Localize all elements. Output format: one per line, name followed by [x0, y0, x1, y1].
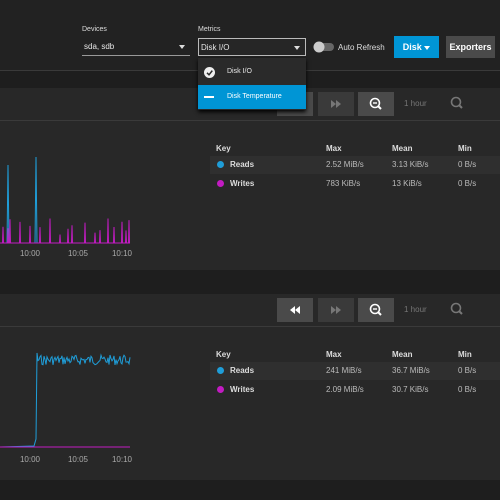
legend-cell: 0 B/s	[458, 385, 477, 394]
auto-refresh-label: Auto Refresh	[338, 43, 385, 52]
legend-header: Key	[216, 144, 231, 153]
devices-label: Devices	[82, 26, 107, 33]
legend-cell: Writes	[230, 179, 255, 188]
legend-cell: 0 B/s	[458, 179, 477, 188]
time-range: 1 hour	[404, 305, 427, 314]
legend-header: Mean	[392, 144, 413, 153]
panel-header	[0, 88, 500, 121]
legend-header: Key	[216, 350, 231, 359]
zoom-out-button[interactable]	[358, 92, 394, 116]
panel	[0, 88, 500, 270]
menu-item[interactable]: Disk I/O	[198, 60, 306, 84]
trace	[0, 352, 131, 448]
legend-cell: 241 MiB/s	[326, 366, 362, 375]
legend-cell: Reads	[230, 160, 255, 169]
x-tick-label: 10:00	[19, 249, 41, 258]
legend-cell: 3.13 KiB/s	[392, 160, 429, 169]
metrics-value: Disk I/O	[201, 43, 230, 52]
legend-dot	[217, 161, 224, 168]
x-tick-label: 10:10	[111, 249, 133, 258]
back-button[interactable]	[277, 298, 313, 322]
toggle[interactable]	[313, 41, 335, 53]
legend-row	[210, 156, 500, 174]
legend-dot	[217, 180, 224, 187]
disk-button[interactable]: Disk	[394, 36, 439, 58]
x-tick-label: 10:00	[19, 455, 41, 464]
panel	[0, 294, 500, 480]
graph	[0, 156, 130, 244]
legend-header: Min	[458, 144, 472, 153]
zoom-out-button[interactable]	[358, 298, 394, 322]
legend-cell: 783 KiB/s	[326, 179, 361, 188]
legend-cell: 36.7 MiB/s	[392, 366, 430, 375]
devices-select[interactable]: sda, sdb	[82, 38, 190, 56]
legend-header: Max	[326, 144, 342, 153]
legend-row	[210, 362, 500, 380]
legend-cell: Reads	[230, 366, 255, 375]
devices-value: sda, sdb	[84, 42, 115, 51]
caret	[424, 46, 431, 50]
metrics-menu: Disk I/O Disk Temperature	[198, 58, 306, 110]
legend-cell: 0 B/s	[458, 366, 477, 375]
menu-item-label: Disk I/O	[227, 68, 252, 75]
forward-button[interactable]	[318, 298, 354, 322]
legend-cell: 0 B/s	[458, 160, 477, 169]
graph	[0, 352, 131, 448]
legend-cell: 2.09 MiB/s	[326, 385, 364, 394]
dash-icon	[204, 96, 214, 98]
legend-cell: Writes	[230, 385, 255, 394]
legend-dot	[217, 367, 224, 374]
legend-cell: 30.7 KiB/s	[392, 385, 429, 394]
time-range: 1 hour	[404, 99, 427, 108]
metrics-label: Metrics	[198, 26, 221, 33]
legend-cell: 2.52 MiB/s	[326, 160, 364, 169]
caret	[179, 45, 185, 49]
legend-header: Mean	[392, 350, 413, 359]
panel-header	[0, 294, 500, 327]
caret	[294, 46, 300, 50]
legend-header: Min	[458, 350, 472, 359]
x-tick-label: 10:10	[111, 455, 133, 464]
trace	[0, 218, 130, 244]
x-tick-label: 10:05	[67, 455, 89, 464]
metrics-select[interactable]: Disk I/O	[198, 38, 306, 56]
menu-item[interactable]: Disk Temperature	[198, 85, 306, 109]
x-tick-label: 10:05	[67, 249, 89, 258]
legend-dot	[217, 386, 224, 393]
forward-button[interactable]	[318, 92, 354, 116]
zoom-in-icon[interactable]	[448, 300, 466, 318]
menu-item-label: Disk Temperature	[227, 93, 282, 100]
exporters-button[interactable]: Exporters	[446, 36, 495, 58]
zoom-in-icon[interactable]	[448, 94, 466, 112]
disk-button-label: Disk	[402, 42, 422, 52]
check-icon	[204, 67, 215, 78]
legend-header: Max	[326, 350, 342, 359]
legend-cell: 13 KiB/s	[392, 179, 422, 188]
